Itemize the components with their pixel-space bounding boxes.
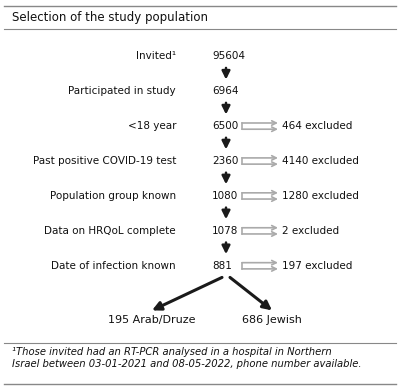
Text: 95604: 95604: [212, 51, 245, 61]
Text: 2 excluded: 2 excluded: [282, 226, 339, 236]
Text: 1078: 1078: [212, 226, 238, 236]
Text: <18 year: <18 year: [128, 121, 176, 131]
Text: 1080: 1080: [212, 191, 238, 201]
Text: Past positive COVID-19 test: Past positive COVID-19 test: [33, 156, 176, 166]
Text: Date of infection known: Date of infection known: [51, 261, 176, 271]
Text: Invited¹: Invited¹: [136, 51, 176, 61]
Text: 6964: 6964: [212, 86, 238, 96]
Text: Data on HRQoL complete: Data on HRQoL complete: [44, 226, 176, 236]
Text: 1280 excluded: 1280 excluded: [282, 191, 359, 201]
Text: ¹Those invited had an RT-PCR analysed in a hospital in Northern
Israel between 0: ¹Those invited had an RT-PCR analysed in…: [12, 347, 362, 369]
Text: 6500: 6500: [212, 121, 238, 131]
Text: 4140 excluded: 4140 excluded: [282, 156, 359, 166]
Text: Selection of the study population: Selection of the study population: [12, 11, 208, 24]
Text: 197 excluded: 197 excluded: [282, 261, 352, 271]
Text: Participated in study: Participated in study: [68, 86, 176, 96]
Text: 464 excluded: 464 excluded: [282, 121, 352, 131]
Text: Population group known: Population group known: [50, 191, 176, 201]
Text: 686 Jewish: 686 Jewish: [242, 315, 302, 325]
Text: 195 Arab/Druze: 195 Arab/Druze: [108, 315, 196, 325]
Text: 2360: 2360: [212, 156, 238, 166]
Text: 881: 881: [212, 261, 232, 271]
